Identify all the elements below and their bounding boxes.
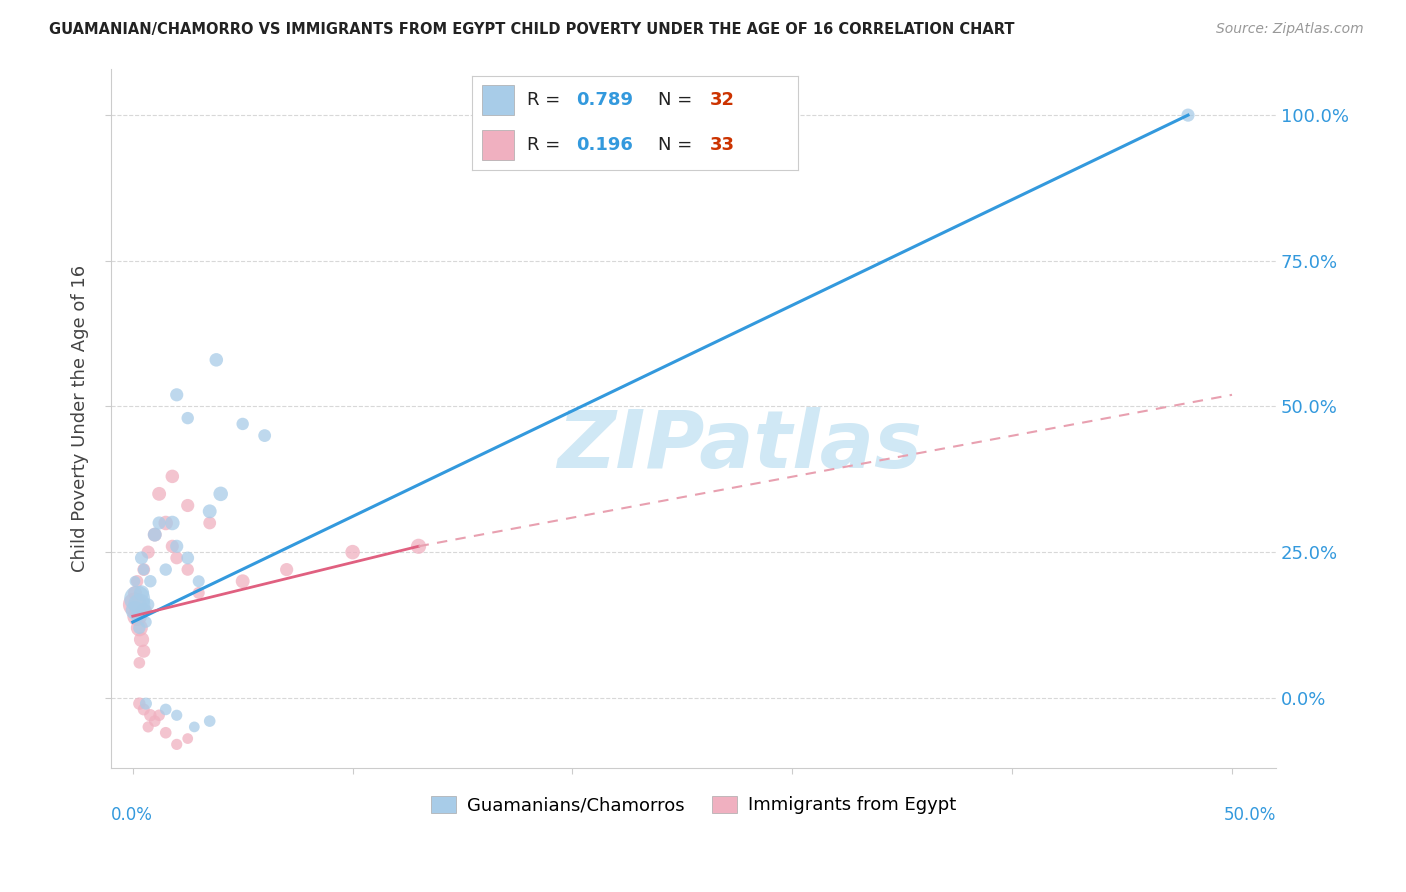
Point xyxy=(128,598,150,612)
Text: GUAMANIAN/CHAMORRO VS IMMIGRANTS FROM EGYPT CHILD POVERTY UNDER THE AGE OF 16 CO: GUAMANIAN/CHAMORRO VS IMMIGRANTS FROM EG… xyxy=(49,22,1015,37)
Point xyxy=(136,598,159,612)
Y-axis label: Child Poverty Under the Age of 16: Child Poverty Under the Age of 16 xyxy=(72,265,89,572)
Point xyxy=(408,539,430,553)
Point xyxy=(155,725,177,739)
Point xyxy=(232,417,254,431)
Text: 0.0%: 0.0% xyxy=(111,806,153,824)
Point xyxy=(124,586,146,600)
Text: 50.0%: 50.0% xyxy=(1223,806,1277,824)
Text: Source: ZipAtlas.com: Source: ZipAtlas.com xyxy=(1216,22,1364,37)
Point xyxy=(183,720,205,734)
Legend: Guamanians/Chamorros, Immigrants from Egypt: Guamanians/Chamorros, Immigrants from Eg… xyxy=(423,789,963,822)
Point xyxy=(143,527,166,541)
Point xyxy=(166,708,188,723)
Point xyxy=(136,720,159,734)
Point xyxy=(198,516,221,530)
Point xyxy=(128,656,150,670)
Point xyxy=(132,603,155,617)
Point xyxy=(127,591,149,606)
Point xyxy=(162,539,184,553)
Point xyxy=(1177,108,1199,122)
Point xyxy=(155,563,177,577)
Point xyxy=(127,574,149,589)
Point xyxy=(177,731,200,746)
Point xyxy=(232,574,254,589)
Point xyxy=(166,388,188,402)
Point xyxy=(205,352,228,367)
Point xyxy=(187,574,209,589)
Point xyxy=(276,563,298,577)
Point xyxy=(148,516,170,530)
Point xyxy=(177,563,200,577)
Point xyxy=(177,551,200,566)
Text: ZIPatlas: ZIPatlas xyxy=(557,407,922,485)
Point xyxy=(128,697,150,711)
Point xyxy=(177,499,200,513)
Point xyxy=(127,609,149,624)
Point xyxy=(132,563,155,577)
Point xyxy=(148,487,170,501)
Point xyxy=(139,574,162,589)
Point xyxy=(135,603,157,617)
Point xyxy=(143,527,166,541)
Point xyxy=(131,632,153,647)
Point xyxy=(124,598,146,612)
Point xyxy=(136,545,159,559)
Point xyxy=(166,738,188,752)
Point xyxy=(135,697,157,711)
Point xyxy=(124,603,146,617)
Point xyxy=(128,621,150,635)
Point xyxy=(124,574,146,589)
Point xyxy=(198,504,221,518)
Point xyxy=(162,516,184,530)
Point xyxy=(253,428,276,442)
Point xyxy=(135,615,157,629)
Point xyxy=(128,621,150,635)
Point xyxy=(127,609,149,624)
Point xyxy=(342,545,364,559)
Point xyxy=(132,563,155,577)
Point xyxy=(132,644,155,658)
Point xyxy=(177,411,200,425)
Point xyxy=(209,487,232,501)
Point xyxy=(148,708,170,723)
Point xyxy=(162,469,184,483)
Point xyxy=(155,702,177,716)
Point xyxy=(166,539,188,553)
Point xyxy=(198,714,221,728)
Point xyxy=(132,702,155,716)
Point xyxy=(187,586,209,600)
Point xyxy=(166,551,188,566)
Point xyxy=(131,551,153,566)
Point xyxy=(143,714,166,728)
Point xyxy=(139,708,162,723)
Point xyxy=(131,586,153,600)
Point xyxy=(155,516,177,530)
